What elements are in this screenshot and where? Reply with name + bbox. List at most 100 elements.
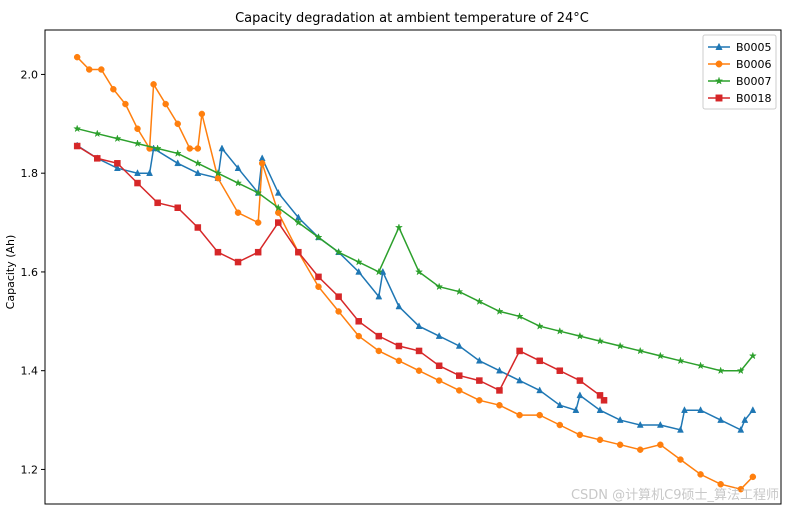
data-point: [736, 366, 745, 375]
data-point: [93, 129, 102, 138]
data-point: [456, 387, 463, 394]
data-point: [234, 209, 242, 216]
data-point: [174, 120, 181, 128]
data-point: [516, 376, 523, 384]
data-point: [354, 257, 363, 266]
data-point: [616, 416, 624, 423]
legend-item: B0018: [708, 92, 772, 105]
data-point: [435, 332, 443, 339]
data-point: [741, 416, 749, 423]
data-point: [395, 357, 403, 365]
data-point: [274, 188, 282, 196]
data-point: [194, 145, 202, 152]
data-point: [355, 267, 363, 275]
data-point: [414, 267, 424, 276]
plot-area-frame: [44, 29, 782, 505]
data-point: [515, 312, 524, 320]
data-point: [254, 219, 262, 226]
data-point: [113, 164, 121, 171]
data-point: [575, 331, 585, 340]
data-point: [275, 219, 282, 226]
data-point: [636, 420, 644, 428]
data-point: [595, 336, 605, 345]
data-point: [715, 42, 723, 50]
data-point: [636, 346, 645, 355]
data-point: [596, 436, 604, 444]
data-point: [355, 318, 362, 325]
data-point: [234, 258, 242, 266]
series-line: [76, 144, 754, 431]
legend-item: B0005: [708, 41, 772, 54]
data-point: [234, 164, 242, 171]
series-line: [76, 56, 754, 491]
data-point: [194, 224, 202, 231]
data-point: [516, 411, 523, 419]
data-point: [536, 386, 544, 394]
series-b0018: [73, 142, 608, 404]
data-point: [696, 361, 705, 370]
data-point: [656, 420, 664, 428]
data-point: [415, 322, 423, 329]
data-point: [749, 406, 757, 413]
watermark: CSDN @计算机C9硕士_算法工程师: [570, 488, 779, 503]
data-point: [334, 247, 343, 256]
data-point: [737, 485, 745, 493]
data-point: [193, 159, 202, 167]
data-point: [374, 267, 383, 276]
data-point: [113, 134, 122, 143]
y-tick-label: 2.0: [21, 68, 39, 81]
data-point: [714, 76, 724, 85]
data-point: [600, 397, 608, 404]
legend-label: B0007: [736, 75, 772, 88]
data-point: [556, 401, 564, 408]
legend-item: B0007: [708, 75, 772, 88]
data-point: [395, 342, 403, 350]
data-point: [214, 174, 222, 182]
data-point: [536, 357, 543, 365]
data-point: [535, 321, 544, 330]
data-point: [213, 168, 223, 177]
data-point: [174, 159, 182, 167]
data-point: [717, 481, 724, 488]
data-point: [375, 332, 383, 340]
series-layer: [73, 53, 757, 493]
series-line: [76, 145, 605, 401]
y-tick-label: 1.6: [21, 266, 39, 279]
legend-label: B0006: [736, 58, 772, 71]
data-point: [254, 248, 262, 256]
data-point: [435, 282, 444, 291]
data-point: [335, 293, 342, 300]
data-point: [146, 169, 153, 176]
data-point: [556, 421, 564, 429]
data-point: [576, 377, 584, 384]
data-point: [715, 94, 723, 102]
data-point: [314, 233, 323, 241]
data-point: [715, 60, 723, 68]
legend: B0005 B0006 B0007 B0018: [702, 34, 777, 110]
data-point: [133, 139, 142, 148]
data-point: [536, 411, 543, 419]
y-tick-label: 1.4: [21, 365, 39, 378]
data-point: [556, 367, 564, 374]
data-point: [475, 356, 483, 364]
y-tick-label: 1.8: [21, 167, 39, 180]
data-point: [218, 144, 226, 152]
data-point: [496, 402, 503, 409]
series-b0006: [73, 53, 757, 493]
y-axis-label: Capacity (Ah): [4, 235, 17, 310]
data-point: [275, 209, 282, 216]
data-point: [134, 179, 141, 187]
data-point: [716, 366, 725, 375]
data-point: [415, 347, 423, 355]
data-point: [315, 273, 322, 281]
legend-item: B0006: [708, 58, 772, 71]
data-point: [335, 308, 342, 315]
data-point: [186, 145, 194, 152]
series-b0005: [73, 141, 757, 433]
data-point: [258, 154, 266, 162]
data-point: [162, 100, 169, 108]
data-point: [73, 142, 81, 150]
data-point: [173, 149, 182, 157]
data-point: [274, 203, 283, 212]
